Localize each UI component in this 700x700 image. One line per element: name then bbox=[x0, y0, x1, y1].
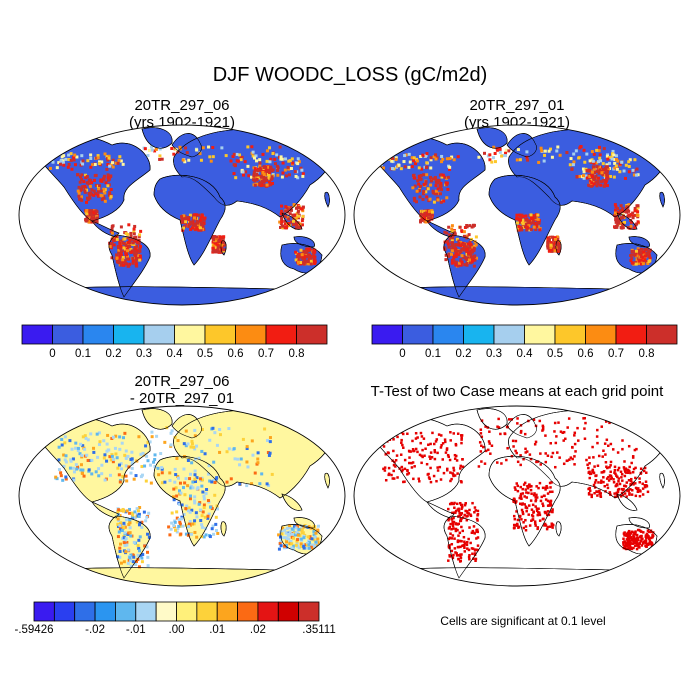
panel-title-ttest: T-Test of two Case means at each grid po… bbox=[371, 383, 664, 400]
colorbar-tick-label: .02 bbox=[250, 624, 266, 636]
colorbar-swatch bbox=[21, 324, 53, 345]
colorbar-swatch bbox=[554, 324, 586, 345]
colorbar-swatch bbox=[493, 324, 525, 345]
colorbar-tick-label: 0.3 bbox=[136, 348, 152, 360]
map-frame bbox=[18, 124, 346, 306]
colorbar-swatch bbox=[237, 601, 259, 622]
colorbar-tick-label: 0.3 bbox=[486, 348, 502, 360]
colorbar-tick-label: 0.6 bbox=[228, 348, 244, 360]
colorbar-tick-label: 0.4 bbox=[167, 348, 184, 360]
colorbar-swatch bbox=[176, 601, 198, 622]
colorbar-swatch bbox=[524, 324, 556, 345]
colorbar-swatch bbox=[53, 601, 76, 622]
colorbar-tick-label: -.59426 bbox=[14, 624, 53, 636]
colorbar-swatch bbox=[463, 324, 495, 345]
map-panel-case2 bbox=[353, 124, 681, 306]
colorbar-tick-label: 0 bbox=[49, 348, 55, 360]
colorbar-swatch bbox=[235, 324, 267, 345]
significance-note: Cells are significant at 0.1 level bbox=[440, 614, 605, 628]
colorbar-tick-label: 0.2 bbox=[106, 348, 122, 360]
colorbar-tick-label: -.02 bbox=[85, 624, 105, 636]
colorbar-tick-label: .00 bbox=[169, 624, 185, 636]
map-frame bbox=[353, 405, 681, 587]
panel-title-diff-line1: 20TR_297_06 bbox=[134, 373, 229, 390]
colorbar-tick-label: -.01 bbox=[126, 624, 146, 636]
colorbar-swatch bbox=[174, 324, 206, 345]
colorbar-swatch bbox=[265, 324, 297, 345]
colorbar-tick-label: 0 bbox=[399, 348, 405, 360]
colorbar-swatch bbox=[615, 324, 647, 345]
colorbar-case1: 0 0.1 0.2 0.3 0.4 0.5 0.6 0.7 0.8 bbox=[21, 324, 328, 360]
colorbar-swatch bbox=[585, 324, 617, 345]
colorbar-swatch bbox=[216, 601, 238, 622]
colorbar-swatch bbox=[143, 324, 175, 345]
panel-title-case1-line1: 20TR_297_06 bbox=[134, 97, 229, 114]
colorbar-swatch bbox=[155, 601, 177, 622]
colorbar-swatch bbox=[298, 601, 320, 622]
colorbar-tick-label: 0.2 bbox=[456, 348, 472, 360]
colorbar-tick-label: 0.5 bbox=[197, 348, 213, 360]
field-texture bbox=[378, 145, 652, 268]
colorbar-swatch bbox=[196, 601, 218, 622]
map-panel-ttest bbox=[353, 405, 681, 587]
colorbar-swatch bbox=[371, 324, 403, 345]
panel-title-case2-line1: 20TR_297_01 bbox=[469, 97, 564, 114]
colorbar-tick-label: 0.6 bbox=[578, 348, 594, 360]
colorbar-tick-label: .35111 bbox=[302, 624, 335, 636]
colorbar-tick-label: 0.1 bbox=[75, 348, 91, 360]
colorbar-swatch bbox=[135, 601, 157, 622]
colorbar-swatch bbox=[296, 324, 328, 345]
map-panel-diff bbox=[18, 405, 346, 587]
panel-title-diff-line2: - 20TR_297_01 bbox=[130, 390, 234, 407]
colorbar-tick-label: 0.8 bbox=[289, 348, 305, 360]
colorbar-swatch bbox=[402, 324, 434, 345]
colorbar-swatch bbox=[113, 324, 145, 345]
colorbar-swatch bbox=[277, 601, 300, 622]
colorbar-tick-label: .01 bbox=[209, 624, 225, 636]
map-frame bbox=[18, 405, 346, 587]
colorbar-swatch bbox=[646, 324, 678, 345]
colorbar-swatch bbox=[94, 601, 116, 622]
colorbar-swatch bbox=[33, 601, 55, 622]
colorbar-swatch bbox=[257, 601, 279, 622]
colorbar-swatch bbox=[204, 324, 236, 345]
colorbar-tick-label: 0.1 bbox=[425, 348, 441, 360]
colorbar-swatch bbox=[432, 324, 464, 345]
colorbar-tick-label: 0.7 bbox=[608, 348, 624, 360]
map-panel-case1 bbox=[18, 124, 346, 306]
colorbar-swatch bbox=[115, 601, 137, 622]
map-frame bbox=[353, 124, 681, 306]
colorbar-tick-label: 0.7 bbox=[258, 348, 274, 360]
colorbar-swatch bbox=[74, 601, 96, 622]
colorbar-swatch bbox=[82, 324, 114, 345]
main-title: DJF WOODC_LOSS (gC/m2d) bbox=[213, 64, 487, 86]
colorbar-tick-label: 0.5 bbox=[547, 348, 563, 360]
colorbar-case2: 0 0.1 0.2 0.3 0.4 0.5 0.6 0.7 0.8 bbox=[371, 324, 678, 360]
colorbar-swatch bbox=[52, 324, 84, 345]
colorbar-tick-label: 0.8 bbox=[639, 348, 655, 360]
colorbar-tick-label: 0.4 bbox=[517, 348, 534, 360]
colorbar-diff: -.59426 -.02 -.01 .00 .01 .02 .35111 bbox=[14, 601, 336, 636]
